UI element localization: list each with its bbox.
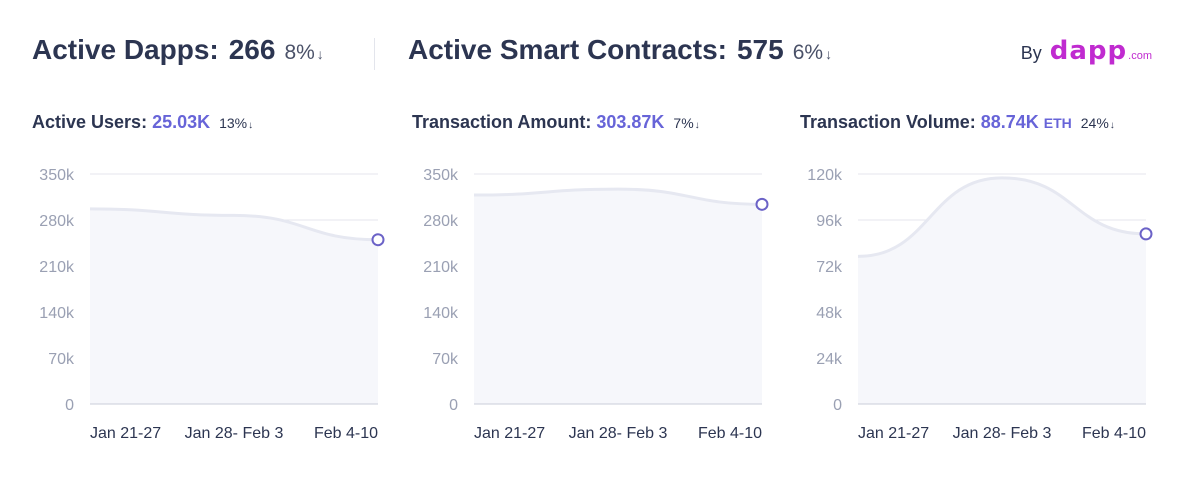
panel-title: Active Users: 25.03K 13% ↓ bbox=[32, 112, 253, 133]
x-tick-label: Feb 4-10 bbox=[1082, 425, 1146, 442]
y-tick-label: 70k bbox=[432, 351, 459, 368]
arrow-down-icon: ↓ bbox=[694, 120, 700, 131]
y-tick-label: 0 bbox=[833, 397, 842, 414]
y-tick-label: 350k bbox=[39, 167, 75, 184]
last-point-marker[interactable] bbox=[371, 233, 385, 247]
active-contracts-stat: Active Smart Contracts: 575 6% ↓ bbox=[408, 34, 832, 66]
x-tick-label: Jan 21-27 bbox=[474, 425, 545, 442]
arrow-down-icon: ↓ bbox=[1109, 120, 1115, 131]
y-tick-label: 48k bbox=[816, 305, 843, 322]
arrow-down-icon: ↓ bbox=[825, 46, 833, 62]
panel-title: Transaction Amount: 303.87K 7% ↓ bbox=[412, 112, 700, 133]
y-tick-label: 210k bbox=[423, 259, 459, 276]
active-contracts-change: 6% bbox=[792, 41, 824, 64]
x-tick-label: Jan 28- Feb 3 bbox=[185, 425, 284, 442]
panel-change: 7% bbox=[673, 115, 694, 131]
panel-change: 24% bbox=[1080, 115, 1109, 131]
active-users-panel: Active Users: 25.03K 13% ↓ 0 70k 140k 210k 2… bbox=[32, 112, 402, 452]
x-tick-label: Jan 21-27 bbox=[858, 425, 929, 442]
panel-label: Active Users: bbox=[32, 112, 148, 132]
header: Active Dapps: 266 8% ↓ Active Smart Cont… bbox=[32, 34, 1152, 74]
panel-unit: ETH bbox=[1043, 115, 1072, 131]
panel-value: 88.74K bbox=[980, 112, 1039, 132]
active-dapps-stat: Active Dapps: 266 8% ↓ bbox=[32, 34, 324, 66]
dapp-logo-suffix: .com bbox=[1128, 50, 1152, 62]
series-area bbox=[474, 189, 762, 404]
transaction-amount-panel: Transaction Amount: 303.87K 7% ↓ 0 70k 140… bbox=[412, 112, 782, 452]
series-area bbox=[858, 177, 1146, 404]
active-dapps-value: 266 bbox=[228, 34, 276, 65]
panel-value: 25.03K bbox=[152, 112, 211, 132]
last-point-marker[interactable] bbox=[1139, 227, 1153, 241]
x-tick-label: Feb 4-10 bbox=[698, 425, 762, 442]
panel-value: 303.87K bbox=[596, 112, 665, 132]
x-tick-label: Feb 4-10 bbox=[314, 425, 378, 442]
y-tick-label: 280k bbox=[39, 213, 75, 230]
transaction-volume-chart: 0 24k 48k 72k 96k 120k Jan 21-27 Jan 28- Feb 3 F… bbox=[807, 167, 1153, 442]
series-line bbox=[89, 207, 379, 242]
panel-change: 13% bbox=[219, 115, 248, 131]
panel-label: Transaction Volume: bbox=[800, 112, 976, 132]
brand-by-text: By bbox=[1020, 43, 1042, 63]
y-tick-label: 210k bbox=[39, 259, 75, 276]
active-users-chart: 0 70k 140k 210k 280k 350k Jan 21-27 Jan 28- Feb… bbox=[39, 167, 385, 442]
transaction-amount-chart: 0 70k 140k 210k 280k 350k Jan 21-27 Jan 28- Feb… bbox=[423, 167, 769, 442]
arrow-down-icon: ↓ bbox=[248, 120, 254, 131]
y-tick-label: 120k bbox=[807, 167, 843, 184]
panel-label: Transaction Amount: bbox=[412, 112, 592, 132]
series-line bbox=[857, 176, 1147, 258]
series-area bbox=[90, 208, 378, 404]
transaction-volume-panel: Transaction Volume: 88.74K ETH 24% ↓ 0 24… bbox=[800, 112, 1170, 452]
active-contracts-label: Active Smart Contracts: bbox=[408, 34, 727, 65]
y-tick-label: 280k bbox=[423, 213, 459, 230]
y-tick-label: 96k bbox=[816, 213, 843, 230]
y-tick-label: 140k bbox=[39, 305, 75, 322]
header-divider bbox=[374, 38, 375, 70]
active-dapps-change: 8% bbox=[284, 41, 315, 64]
arrow-down-icon: ↓ bbox=[316, 46, 324, 62]
y-tick-label: 0 bbox=[65, 397, 74, 414]
y-tick-label: 0 bbox=[449, 397, 458, 414]
panel-title: Transaction Volume: 88.74K ETH 24% ↓ bbox=[800, 112, 1115, 133]
active-dapps-label: Active Dapps: bbox=[32, 34, 219, 65]
y-tick-label: 70k bbox=[48, 351, 75, 368]
brand[interactable]: By dapp .com bbox=[1021, 36, 1152, 66]
last-point-marker[interactable] bbox=[755, 197, 769, 211]
y-tick-label: 350k bbox=[423, 167, 459, 184]
y-tick-label: 72k bbox=[816, 259, 843, 276]
x-tick-label: Jan 28- Feb 3 bbox=[953, 425, 1052, 442]
y-tick-label: 140k bbox=[423, 305, 459, 322]
x-tick-label: Jan 21-27 bbox=[90, 425, 161, 442]
active-contracts-value: 575 bbox=[736, 34, 784, 65]
y-tick-label: 24k bbox=[816, 351, 843, 368]
dapp-logo: dapp bbox=[1049, 36, 1128, 66]
series-line bbox=[473, 187, 763, 206]
x-tick-label: Jan 28- Feb 3 bbox=[569, 425, 668, 442]
